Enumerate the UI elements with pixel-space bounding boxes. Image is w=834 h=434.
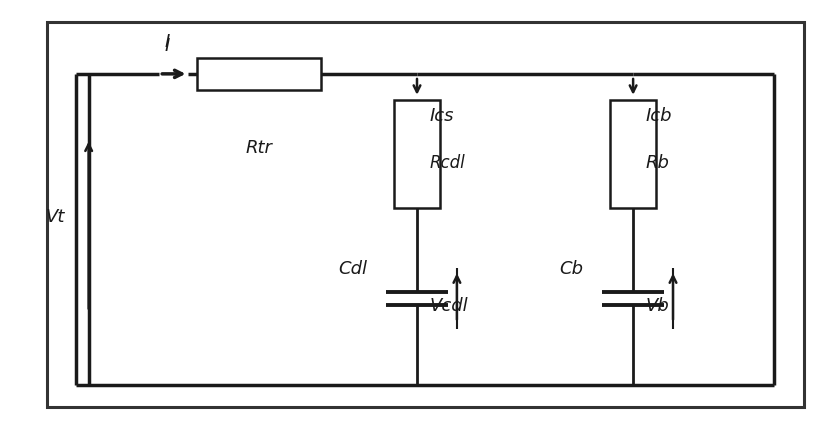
Text: Cb: Cb	[560, 260, 583, 278]
Text: Cdl: Cdl	[338, 260, 367, 278]
Text: Vcdl: Vcdl	[430, 296, 468, 314]
Text: I: I	[165, 37, 170, 55]
Text: Vb: Vb	[646, 296, 670, 314]
Text: Vt: Vt	[46, 208, 65, 226]
Text: Ics: Ics	[430, 107, 454, 125]
Text: Rtr: Rtr	[246, 139, 273, 157]
Text: I: I	[165, 33, 170, 51]
Text: Rcdl: Rcdl	[430, 154, 465, 172]
Text: Rb: Rb	[646, 154, 670, 172]
Bar	[47, 23, 803, 407]
Bar	[394, 101, 440, 208]
Text: Icb: Icb	[646, 107, 672, 125]
Bar	[197, 59, 321, 91]
Bar	[610, 101, 656, 208]
